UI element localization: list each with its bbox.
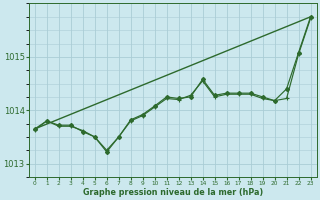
- X-axis label: Graphe pression niveau de la mer (hPa): Graphe pression niveau de la mer (hPa): [83, 188, 263, 197]
